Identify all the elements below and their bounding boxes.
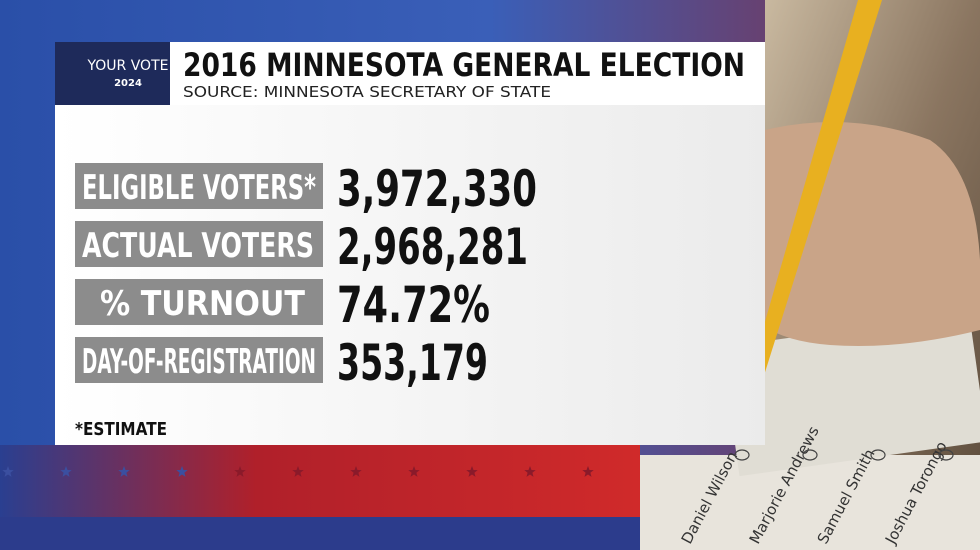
ballot-paper xyxy=(721,312,980,477)
label-box xyxy=(75,279,323,325)
pencil xyxy=(738,0,882,420)
ballot-oval xyxy=(938,449,954,461)
star xyxy=(118,466,130,477)
row-value: 3,972,330 xyxy=(337,160,537,218)
logo-text: YOUR VOTE xyxy=(87,58,169,74)
row-value: 74.72% xyxy=(337,276,490,334)
logo-year: 2024 xyxy=(114,78,142,89)
row-value: 2,968,281 xyxy=(337,218,528,276)
source: SOURCE: MINNESOTA SECRETARY OF STATE xyxy=(183,83,551,101)
label-box xyxy=(75,337,323,383)
table: ELIGIBLE VOTERS* 3,972,330 ACTUAL VOTERS 2,… xyxy=(75,160,537,392)
ballot-oval xyxy=(802,449,818,461)
stars xyxy=(2,466,594,477)
star xyxy=(292,466,304,477)
hand xyxy=(739,122,980,346)
star xyxy=(2,466,14,477)
label-box xyxy=(75,163,323,209)
row-label: % TURNOUT xyxy=(100,284,306,324)
header-bar xyxy=(170,42,765,105)
row-label: DAY-OF-REGISTRATION xyxy=(82,342,316,382)
ballot-paper xyxy=(640,455,980,550)
logo-box xyxy=(55,42,170,105)
row-value: 353,179 xyxy=(337,334,488,392)
star xyxy=(466,466,478,477)
star xyxy=(408,466,420,477)
title: 2016 MINNESOTA GENERAL ELECTION xyxy=(183,46,745,84)
star xyxy=(350,466,362,477)
panel xyxy=(55,105,765,445)
row-label: ELIGIBLE VOTERS* xyxy=(82,168,316,208)
ballot-oval xyxy=(734,449,750,461)
star xyxy=(524,466,536,477)
star xyxy=(176,466,188,477)
row-label: ACTUAL VOTERS xyxy=(82,226,314,266)
stripe xyxy=(0,445,640,517)
ballot-oval xyxy=(870,449,886,461)
star xyxy=(60,466,72,477)
footnote: *ESTIMATE xyxy=(75,419,167,440)
star xyxy=(234,466,246,477)
label-box xyxy=(75,221,323,267)
star xyxy=(582,466,594,477)
